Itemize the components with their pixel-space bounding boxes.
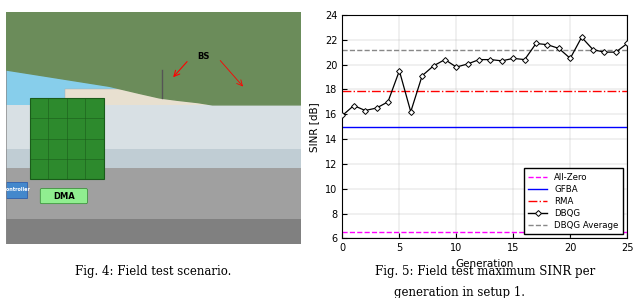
X-axis label: Generation: Generation: [456, 259, 514, 269]
Text: Fig. 5: Field test maximum SINR per: Fig. 5: Field test maximum SINR per: [375, 265, 595, 278]
Bar: [6, 149, 301, 170]
Bar: [6, 105, 301, 151]
Text: BS: BS: [198, 52, 210, 61]
Text: Fig. 4: Field test scenario.: Fig. 4: Field test scenario.: [76, 265, 232, 278]
Text: generation in setup 1.: generation in setup 1.: [394, 286, 525, 298]
Bar: [6, 12, 301, 117]
Bar: [6, 168, 301, 221]
Text: controller: controller: [3, 187, 30, 192]
FancyBboxPatch shape: [188, 49, 220, 64]
Y-axis label: SINR [dB]: SINR [dB]: [310, 102, 319, 151]
FancyBboxPatch shape: [40, 189, 88, 204]
Polygon shape: [6, 12, 301, 105]
Legend: All-Zero, GFBA, RMA, DBQG, DBQG Average: All-Zero, GFBA, RMA, DBQG, DBQG Average: [524, 168, 623, 234]
Bar: [65, 89, 301, 117]
Bar: [6, 219, 301, 244]
Bar: [6, 181, 27, 198]
Text: DMA: DMA: [53, 192, 75, 201]
Bar: [30, 98, 104, 179]
